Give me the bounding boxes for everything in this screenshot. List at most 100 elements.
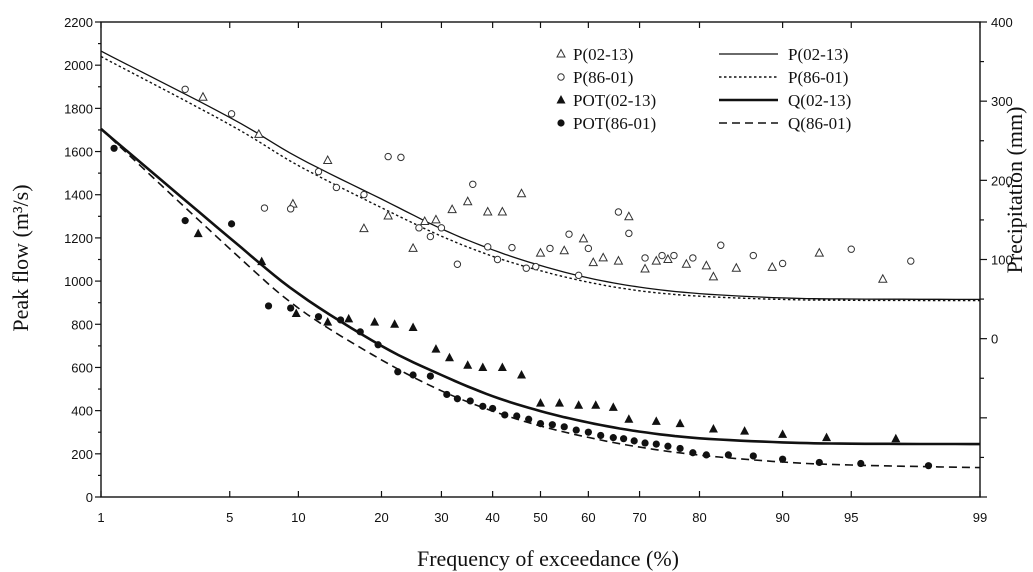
y-tick-label-left: 1000: [64, 274, 93, 289]
data-point-pot-86-01-: [724, 451, 732, 459]
data-point-pot-86-01-: [779, 455, 787, 463]
data-point-p-02-13-: [701, 260, 712, 270]
y-tick-label-left: 600: [71, 360, 93, 375]
data-point-p-86-01-: [227, 110, 236, 118]
data-point-pot-02-13-: [408, 322, 418, 332]
data-point-pot-86-01-: [689, 449, 697, 457]
data-point-p-02-13-: [559, 245, 570, 255]
y-tick-label-left: 1800: [64, 101, 93, 116]
data-point-pot-86-01-: [181, 217, 189, 225]
y-tick-label-left: 800: [71, 317, 93, 332]
legend-marker-pot-02-13-: [556, 95, 566, 104]
y-tick-label-right: 200: [991, 173, 1013, 188]
data-point-pot-86-01-: [264, 302, 273, 310]
data-point-p-02-13-: [663, 253, 673, 263]
data-point-pot-02-13-: [478, 362, 488, 371]
data-point-pot-86-01-: [560, 423, 568, 431]
legend-label: P(02-13): [788, 45, 848, 64]
data-point-pot-86-01-: [641, 439, 649, 447]
series-line-q-02-13--thick-solid: [100, 127, 980, 446]
data-point-pot-86-01-: [630, 437, 638, 445]
data-point-p-86-01-: [522, 264, 530, 272]
data-point-p-02-13-: [640, 263, 650, 273]
y-tick-label-right: 300: [991, 94, 1013, 109]
data-point-p-86-01-: [584, 244, 593, 253]
x-tick-label: 90: [775, 510, 789, 525]
data-point-pot-86-01-: [501, 411, 509, 419]
legend-marker-p-02-13-: [556, 48, 566, 58]
data-point-pot-02-13-: [463, 360, 473, 369]
data-point-pot-86-01-: [356, 328, 364, 336]
data-point-p-02-13-: [681, 258, 692, 268]
x-tick-label: 30: [434, 510, 448, 525]
data-point-p-86-01-: [778, 259, 787, 268]
data-point-p-86-01-: [532, 262, 540, 271]
data-point-p-86-01-: [397, 153, 405, 162]
data-point-p-86-01-: [565, 230, 573, 238]
data-point-pot-02-13-: [517, 370, 527, 379]
data-point-p-02-13-: [359, 223, 369, 233]
data-point-pot-02-13-: [291, 308, 301, 317]
data-point-pot-02-13-: [624, 414, 634, 423]
y-axis-label-right: Precipitation (mm): [1002, 107, 1027, 274]
data-point-pot-86-01-: [676, 444, 684, 453]
data-point-pot-86-01-: [314, 313, 323, 321]
legend-label: P(86-01): [573, 68, 633, 87]
data-point-pot-02-13-: [675, 418, 685, 428]
legend-label: POT(02-13): [573, 91, 656, 110]
legend-label: POT(86-01): [573, 114, 656, 133]
data-point-pot-86-01-: [336, 316, 345, 324]
data-point-pot-86-01-: [409, 371, 417, 379]
legend-marker-p-86-01-: [557, 73, 565, 81]
legend-label: P(02-13): [573, 45, 633, 64]
data-point-p-86-01-: [546, 244, 554, 253]
data-point-pot-86-01-: [857, 459, 865, 468]
y-tick-label-left: 2000: [64, 58, 93, 73]
y-tick-label-right: 0: [991, 332, 998, 347]
data-point-p-86-01-: [286, 205, 295, 213]
y-tick-label-right: 400: [991, 15, 1013, 30]
y-tick-label-left: 1600: [64, 145, 93, 160]
data-point-p-86-01-: [749, 251, 758, 260]
x-tick-label: 95: [844, 510, 858, 525]
data-point-pot-86-01-: [426, 372, 434, 380]
series-line-p-02-13--thin-solid: [100, 50, 980, 301]
data-point-pot-02-13-: [370, 317, 380, 326]
data-point-p-86-01-: [360, 190, 368, 199]
legend-label: Q(86-01): [788, 114, 851, 133]
y-axis-label-left: Peak flow (m³/s): [8, 184, 33, 331]
legend-label: Q(02-13): [788, 91, 851, 110]
data-point-p-02-13-: [814, 247, 825, 257]
data-point-p-86-01-: [689, 254, 697, 262]
data-point-p-86-01-: [493, 255, 502, 264]
data-point-pot-02-13-: [591, 400, 601, 409]
data-point-pot-02-13-: [778, 429, 788, 438]
data-point-p-02-13-: [322, 154, 333, 165]
data-point-pot-02-13-: [193, 228, 203, 238]
data-point-pot-86-01-: [609, 434, 617, 442]
data-point-pot-02-13-: [431, 344, 441, 353]
data-point-p-02-13-: [708, 271, 719, 281]
data-point-pot-86-01-: [702, 451, 710, 459]
data-point-p-86-01-: [614, 208, 623, 216]
data-point-p-02-13-: [419, 215, 430, 225]
data-point-p-02-13-: [462, 196, 473, 206]
series-line-p-86-01--dotted: [100, 55, 980, 302]
data-point-pot-86-01-: [548, 421, 556, 429]
data-point-pot-86-01-: [513, 412, 521, 420]
x-tick-label: 20: [374, 510, 388, 525]
data-point-p-86-01-: [415, 224, 423, 232]
data-point-p-02-13-: [651, 255, 662, 265]
data-point-p-02-13-: [767, 261, 778, 271]
data-point-p-86-01-: [437, 224, 446, 232]
data-point-p-02-13-: [447, 204, 457, 214]
data-point-pot-02-13-: [257, 256, 267, 266]
data-point-p-86-01-: [484, 243, 492, 251]
data-point-pot-86-01-: [466, 397, 474, 405]
data-point-pot-02-13-: [444, 352, 454, 362]
data-point-pot-86-01-: [584, 428, 592, 436]
data-point-p-86-01-: [384, 152, 392, 161]
x-tick-label: 70: [632, 510, 646, 525]
data-point-pot-86-01-: [525, 415, 533, 423]
data-point-pot-02-13-: [497, 362, 507, 371]
